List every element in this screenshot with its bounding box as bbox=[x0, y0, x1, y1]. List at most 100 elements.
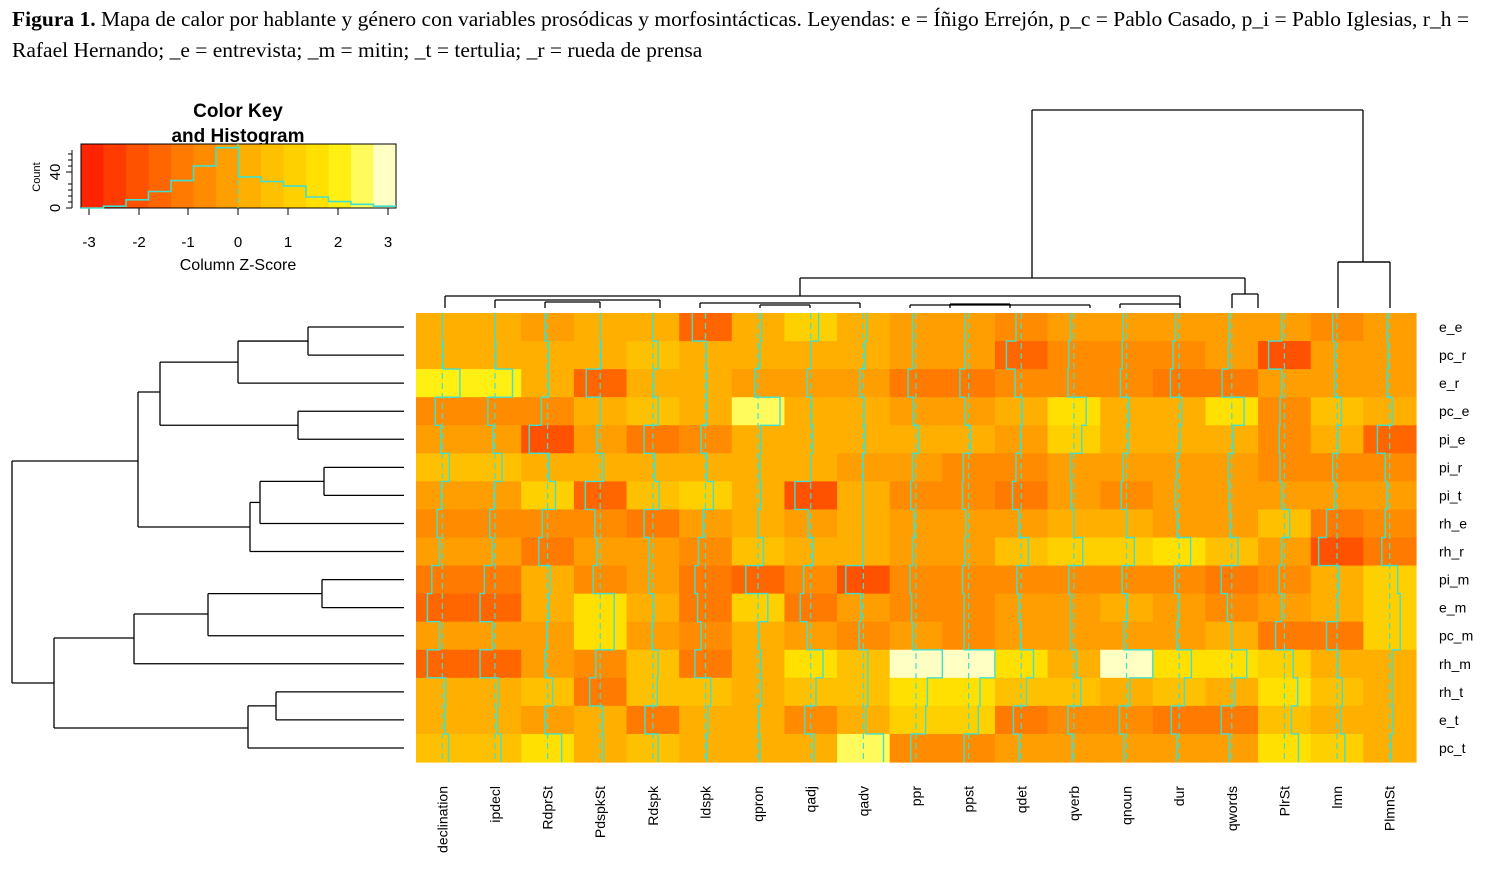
heatmap-cell bbox=[837, 705, 891, 735]
heatmap-cell bbox=[679, 397, 733, 426]
heatmap-cell bbox=[1047, 677, 1101, 707]
heatmap-cell bbox=[994, 425, 1049, 454]
heatmap-cell bbox=[889, 537, 943, 567]
heatmap-cell bbox=[468, 425, 522, 454]
heatmap-cell bbox=[416, 565, 470, 595]
heatmap-cell bbox=[1152, 537, 1207, 567]
column-label: PlmnSt bbox=[1382, 786, 1398, 831]
trace-line bbox=[1376, 313, 1401, 762]
heatmap-cell bbox=[1310, 537, 1364, 567]
color-key-ylabel: Count bbox=[31, 162, 43, 191]
column-label: qadv bbox=[855, 786, 871, 816]
heatmap-cell bbox=[416, 425, 470, 454]
heatmap-cell bbox=[1152, 705, 1207, 735]
heatmap-cell bbox=[1100, 537, 1154, 567]
heatmap-cell bbox=[468, 705, 522, 735]
trace-line bbox=[794, 313, 824, 762]
color-key-band bbox=[306, 144, 329, 208]
heatmap-cell bbox=[731, 397, 786, 426]
color-key-xtick-label: 3 bbox=[384, 234, 392, 251]
column-dendrogram bbox=[444, 109, 1391, 308]
heatmap-cell bbox=[731, 425, 786, 454]
column-label: qverb bbox=[1066, 786, 1082, 821]
heatmap-cell bbox=[521, 537, 575, 567]
column-label: RdprSt bbox=[540, 786, 556, 830]
column-label: qpron bbox=[750, 786, 766, 822]
heatmap-cell bbox=[416, 537, 470, 567]
color-key-band bbox=[328, 144, 352, 208]
heatmap-cell bbox=[942, 705, 996, 735]
heatmap-cell bbox=[521, 565, 575, 595]
trace-line bbox=[426, 313, 461, 762]
row-label: rh_t bbox=[1439, 684, 1463, 700]
heatmap-cell bbox=[1258, 677, 1312, 707]
row-label: pi_e bbox=[1439, 431, 1466, 447]
heatmap-cell bbox=[1363, 677, 1417, 707]
row-label: pc_r bbox=[1439, 347, 1467, 363]
row-label: rh_r bbox=[1439, 544, 1464, 560]
row-label: rh_m bbox=[1439, 656, 1471, 672]
heatmap-cell bbox=[573, 705, 628, 735]
heatmap-cell bbox=[679, 565, 733, 595]
heatmap-cell bbox=[626, 425, 680, 454]
heatmap-cell bbox=[468, 537, 522, 567]
color-key-xtick-label: 2 bbox=[334, 234, 342, 251]
color-key-band bbox=[103, 144, 127, 208]
column-label: PdspkSt bbox=[592, 786, 608, 838]
heatmap-cell bbox=[837, 565, 891, 595]
heatmap-cell bbox=[889, 397, 943, 426]
heatmap-cell bbox=[1363, 425, 1417, 454]
heatmap-cell bbox=[942, 565, 996, 595]
heatmap-cell bbox=[416, 677, 470, 707]
trace-line bbox=[845, 313, 885, 762]
column-label: ppst bbox=[961, 786, 977, 813]
heatmap-cell bbox=[784, 425, 838, 454]
heatmap-cell bbox=[994, 677, 1049, 707]
heatmap-cell bbox=[1258, 537, 1312, 567]
column-label: qnoun bbox=[1119, 786, 1135, 825]
row-label: e_m bbox=[1439, 600, 1466, 616]
trace-line bbox=[1220, 313, 1248, 762]
color-key-band bbox=[216, 144, 239, 208]
trace-line bbox=[1317, 313, 1346, 762]
heatmap-cell bbox=[573, 565, 628, 595]
color-key-xtick-label: 1 bbox=[284, 234, 292, 251]
heatmap-cell bbox=[994, 705, 1049, 735]
heatmap-cell bbox=[1205, 425, 1259, 454]
column-label: ppr bbox=[908, 786, 924, 807]
trace-line bbox=[907, 313, 943, 762]
heatmap-cell bbox=[942, 397, 996, 426]
column-label: qwords bbox=[1224, 786, 1240, 831]
heatmap-cell bbox=[1258, 565, 1312, 595]
trace-line bbox=[1118, 313, 1154, 762]
color-key-band bbox=[171, 144, 194, 208]
color-key-band bbox=[373, 144, 397, 208]
row-labels: e_e pc_r e_r pc_e pi_e pi_r pi_t rh_e rh_r pi_m e_… bbox=[1439, 319, 1473, 756]
row-label: pi_t bbox=[1439, 487, 1462, 503]
heatmap-cell bbox=[1363, 537, 1417, 567]
color-key-xtick-label: -1 bbox=[181, 234, 194, 251]
heatmap-cell bbox=[626, 537, 680, 567]
heatmap-cell bbox=[679, 537, 733, 567]
heatmap-cell bbox=[994, 565, 1049, 595]
heatmap-cell bbox=[1310, 705, 1364, 735]
caption-text: Mapa de calor por hablante y género con … bbox=[12, 7, 1469, 62]
color-key-xlabel: Column Z-Score bbox=[179, 257, 297, 274]
heatmap-cell bbox=[573, 537, 628, 567]
color-key-band bbox=[261, 144, 284, 208]
heatmap-cell bbox=[731, 537, 786, 567]
row-label: pc_m bbox=[1439, 628, 1473, 644]
heatmap-cell bbox=[1205, 397, 1259, 426]
row-label: pc_t bbox=[1439, 740, 1466, 756]
color-key-xtick-label: -3 bbox=[82, 234, 95, 251]
row-dendrogram bbox=[11, 326, 404, 749]
heatmap-cell bbox=[468, 565, 522, 595]
heatmap-cell bbox=[626, 677, 680, 707]
heatmap-cell bbox=[1205, 705, 1259, 735]
color-key-xtick-label: -2 bbox=[132, 234, 145, 251]
trace-line bbox=[479, 313, 514, 762]
column-label: Rdspk bbox=[645, 785, 661, 826]
heatmap-cell bbox=[942, 425, 996, 454]
heatmap-cell bbox=[1100, 425, 1154, 454]
